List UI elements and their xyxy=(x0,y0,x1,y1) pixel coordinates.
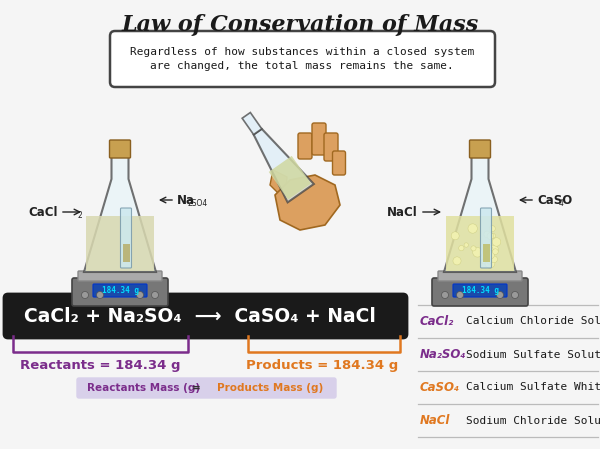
Text: =: = xyxy=(192,383,200,393)
Circle shape xyxy=(471,246,476,251)
Circle shape xyxy=(484,245,493,254)
Circle shape xyxy=(489,245,499,254)
FancyBboxPatch shape xyxy=(72,278,168,306)
Circle shape xyxy=(451,232,459,240)
FancyBboxPatch shape xyxy=(121,208,131,268)
FancyBboxPatch shape xyxy=(481,208,491,268)
Circle shape xyxy=(497,291,503,299)
Circle shape xyxy=(481,259,486,264)
Circle shape xyxy=(491,233,496,238)
Bar xyxy=(482,244,490,262)
Text: 2: 2 xyxy=(78,211,83,220)
Text: CaCl: CaCl xyxy=(29,206,58,219)
Polygon shape xyxy=(84,157,156,272)
Text: CaCl₂ + Na₂SO₄  ⟶  CaSO₄ + NaCl: CaCl₂ + Na₂SO₄ ⟶ CaSO₄ + NaCl xyxy=(24,307,376,326)
Text: 184.34 g: 184.34 g xyxy=(101,286,139,295)
Circle shape xyxy=(468,224,478,233)
Polygon shape xyxy=(444,157,516,272)
Text: CaSO: CaSO xyxy=(537,194,572,207)
Circle shape xyxy=(97,291,104,299)
FancyBboxPatch shape xyxy=(432,278,528,306)
Polygon shape xyxy=(254,129,314,202)
Text: Calcium Chloride Solution: Calcium Chloride Solution xyxy=(466,317,600,326)
Circle shape xyxy=(464,243,469,247)
Text: Na: Na xyxy=(177,194,195,207)
Circle shape xyxy=(137,291,143,299)
Text: Reactants Mass (g): Reactants Mass (g) xyxy=(87,383,200,393)
FancyBboxPatch shape xyxy=(110,140,131,158)
Text: CaCl₂: CaCl₂ xyxy=(420,315,454,328)
Circle shape xyxy=(511,291,518,299)
Text: Products = 184.34 g: Products = 184.34 g xyxy=(246,360,398,373)
FancyBboxPatch shape xyxy=(4,294,407,338)
Bar xyxy=(122,244,130,262)
FancyBboxPatch shape xyxy=(77,378,336,398)
Text: 2SO4: 2SO4 xyxy=(188,198,208,207)
Circle shape xyxy=(490,226,496,232)
Polygon shape xyxy=(275,175,340,230)
Text: 4: 4 xyxy=(559,198,564,207)
Text: NaCl: NaCl xyxy=(387,206,418,219)
Text: Regardless of how substances within a closed system
are changed, the total mass : Regardless of how substances within a cl… xyxy=(130,47,474,71)
Circle shape xyxy=(82,291,89,299)
Circle shape xyxy=(493,249,498,255)
FancyBboxPatch shape xyxy=(332,151,346,175)
FancyBboxPatch shape xyxy=(312,123,326,155)
Text: NaCl: NaCl xyxy=(420,414,451,427)
Text: Law of Conservation of Mass: Law of Conservation of Mass xyxy=(121,14,479,36)
Text: Na₂SO₄: Na₂SO₄ xyxy=(420,348,467,361)
Text: CaSO₄: CaSO₄ xyxy=(420,381,460,394)
FancyBboxPatch shape xyxy=(324,133,338,161)
FancyBboxPatch shape xyxy=(453,284,507,297)
Polygon shape xyxy=(269,156,311,200)
Text: Products Mass (g): Products Mass (g) xyxy=(217,383,323,393)
Circle shape xyxy=(453,257,461,265)
Circle shape xyxy=(485,250,494,259)
FancyBboxPatch shape xyxy=(78,271,162,281)
FancyBboxPatch shape xyxy=(298,133,312,159)
Circle shape xyxy=(485,258,495,268)
FancyBboxPatch shape xyxy=(110,31,495,87)
Circle shape xyxy=(492,238,501,246)
Polygon shape xyxy=(446,216,514,271)
Circle shape xyxy=(487,259,492,264)
Polygon shape xyxy=(242,113,262,135)
FancyBboxPatch shape xyxy=(470,140,491,158)
Polygon shape xyxy=(86,216,154,271)
Text: Sodium Sulfate Solution: Sodium Sulfate Solution xyxy=(466,349,600,360)
Text: Calcium Sulfate White Precipitate: Calcium Sulfate White Precipitate xyxy=(466,383,600,392)
Circle shape xyxy=(442,291,449,299)
FancyBboxPatch shape xyxy=(93,284,147,297)
Circle shape xyxy=(457,291,464,299)
Text: Reactants = 184.34 g: Reactants = 184.34 g xyxy=(20,360,180,373)
Text: 184.34 g: 184.34 g xyxy=(461,286,499,295)
Circle shape xyxy=(458,246,464,251)
FancyBboxPatch shape xyxy=(438,271,522,281)
Text: Sodium Chloride Solution: Sodium Chloride Solution xyxy=(466,415,600,426)
Circle shape xyxy=(473,247,482,257)
Circle shape xyxy=(487,233,494,239)
Circle shape xyxy=(484,231,491,238)
Polygon shape xyxy=(270,170,287,200)
Circle shape xyxy=(151,291,158,299)
Circle shape xyxy=(491,256,497,263)
